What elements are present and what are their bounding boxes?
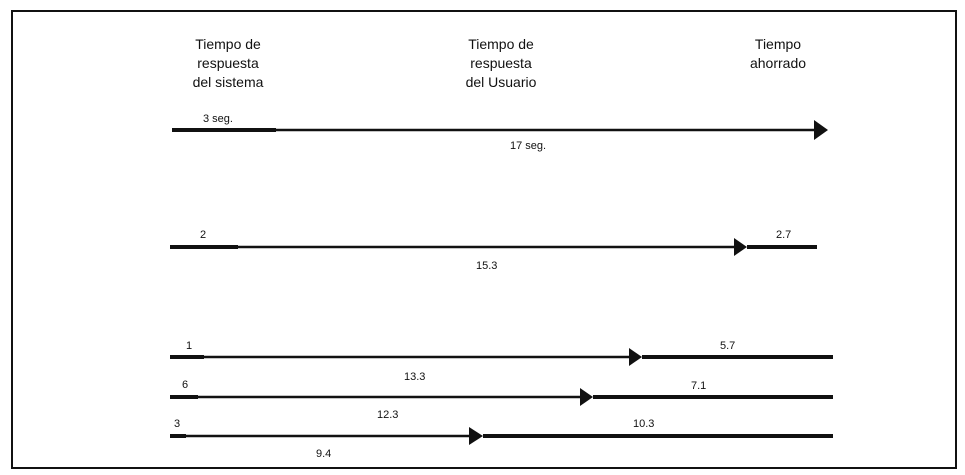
saved-time-label: 2.7 <box>776 229 791 241</box>
arrowhead <box>469 427 483 445</box>
timeline-row-3: 1 13.3 5.7 <box>170 340 833 383</box>
timeline-row-4: 6 12.3 7.1 <box>170 379 833 421</box>
system-time-label: 3 <box>174 418 180 430</box>
saved-time-label: 10.3 <box>633 418 654 430</box>
timeline-row-5: 3 9.4 10.3 <box>170 418 833 460</box>
system-time-label: 6 <box>182 379 188 391</box>
timeline-row-1: 3 seg. 17 seg. <box>172 113 828 152</box>
timeline-row-2: 2 15.3 2.7 <box>170 229 817 272</box>
header-time-saved: Tiempo ahorrado <box>749 36 807 71</box>
arrowhead <box>629 348 642 366</box>
user-time-label: 9.4 <box>316 448 331 460</box>
arrowhead <box>580 388 593 406</box>
user-time-label: 15.3 <box>476 260 497 272</box>
arrowhead <box>814 120 828 140</box>
system-time-label: 2 <box>200 229 206 241</box>
arrowhead <box>734 238 747 256</box>
system-time-label: 1 <box>186 340 192 352</box>
diagram-frame <box>11 10 957 469</box>
user-time-label: 17 seg. <box>510 140 546 152</box>
header-system-response-time: Tiempo de respuesta del sistema <box>192 36 264 90</box>
header-user-response-time: Tiempo de respuesta del Usuario <box>465 36 537 90</box>
user-time-label: 12.3 <box>377 409 398 421</box>
user-time-label: 13.3 <box>404 371 425 383</box>
saved-time-label: 5.7 <box>720 340 735 352</box>
saved-time-label: 7.1 <box>691 380 706 392</box>
system-time-label: 3 seg. <box>203 113 233 125</box>
